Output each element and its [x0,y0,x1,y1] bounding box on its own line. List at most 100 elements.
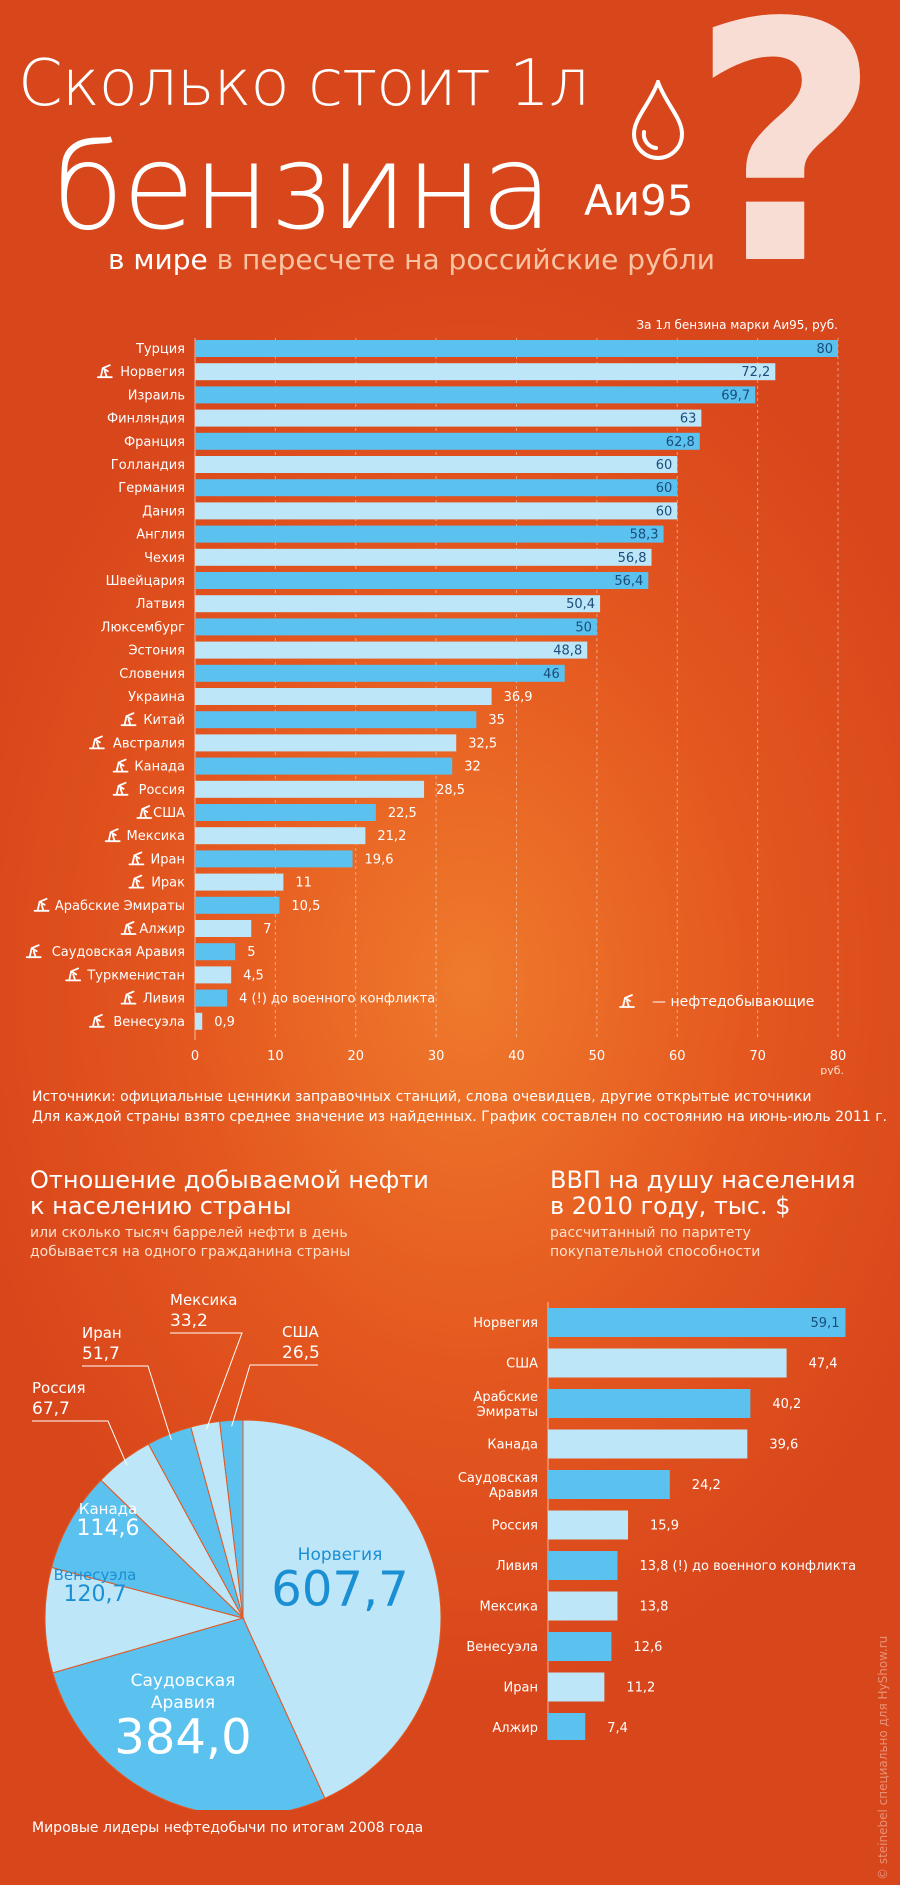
bar-7 [195,502,678,520]
value-label: 32,5 [468,736,497,751]
category-label: Алжир [492,1721,538,1736]
category-label: Канада [134,760,185,775]
oil-derrick-icon [89,1013,105,1028]
x-tick-label: 0 [191,1049,199,1064]
pie-footnote: Мировые лидеры нефтедобычи по итогам 200… [32,1820,424,1836]
category-label: Норвегия [120,365,185,380]
category-label: Иран [151,852,185,867]
value-label: 13,8 (!) до военного конфликта [639,1559,856,1574]
chart-title: За 1л бензина марки Аи95, руб. [636,318,838,332]
pie-name-label: Мексика [170,1291,237,1309]
category-label: Люксембург [101,620,185,635]
category-label: Украина [128,690,185,705]
bar-18 [195,757,453,775]
bar-1 [548,1348,787,1378]
bar-20 [195,804,376,821]
category-label: США [153,806,185,821]
pie-value-label: 384,0 [114,1710,251,1766]
oil-derrick-icon [96,364,113,379]
oil-derrick-icon-stroke [89,1013,105,1028]
credit-text: © steinebel специально для HyShow.ru [876,1635,890,1880]
value-label: 60 [656,481,673,496]
oil-derrick-icon [128,874,145,889]
value-label: 47,4 [809,1357,838,1372]
value-label: 4 (!) до военного конфликта [239,992,435,1007]
category-label: Израиль [128,388,185,403]
bar-22 [195,850,353,868]
oil-derrick-icon-stroke [112,758,129,773]
x-tick-label: 80 [830,1049,847,1064]
pie-subtitle-line-2: добывается на одного гражданина страны [30,1244,351,1260]
value-label: 12,6 [633,1640,662,1655]
bar-0 [548,1308,846,1337]
bar-4 [548,1470,670,1499]
bar-0 [195,340,838,357]
legend-oil-derrick-icon [619,994,635,1008]
category-label: Финляндия [107,412,185,427]
pie-slice-3 [50,1479,245,1619]
bar-10 [195,572,649,589]
pie-value-label: 120,7 [64,1582,127,1607]
x-tick-label: 50 [589,1049,606,1064]
pie-slice-1 [52,1617,326,1810]
title-brand: Аи95 [584,176,694,225]
gdp-subtitle-line-1: рассчитанный по паритету [550,1225,751,1241]
oil-derrick-icon-stroke [136,805,153,819]
subtitle: в мире в пересчете на российские рубли [108,246,715,274]
oil-derrick-icon [128,851,145,866]
value-label: 7 [263,922,271,937]
oil-derrick-icon-stroke [128,874,145,889]
oil-derrick-icon-stroke [25,944,42,959]
gdp-title-line-2: в 2010 году, тыс. $ [550,1192,791,1220]
value-label: 39,6 [769,1438,798,1453]
x-tick-label: 60 [669,1049,686,1064]
oil-derrick-icon [25,944,42,959]
fuel-price-bar-chart: За 1л бензина марки Аи95, руб. 0 10 20 30 40 5… [25,318,847,1075]
value-label: 24,2 [692,1478,721,1493]
oil-derrick-icon-stroke [128,851,145,866]
category-label: Венесуэла [466,1640,538,1655]
category-label: Иран [504,1681,538,1696]
gdp-subtitle-line-2: покупательной способности [550,1244,761,1260]
value-label: 35 [488,713,505,728]
x-tick-label: 40 [508,1049,525,1064]
category-label: Турция [135,342,185,357]
bar-2 [195,386,756,404]
value-label: 63 [680,412,697,427]
value-label: 59,1 [811,1316,840,1331]
title-line-1: Сколько стоит 1л [18,47,590,121]
category-label: Аравия [489,1486,538,1501]
category-label: Саудовская Аравия [52,945,185,960]
sources-line-1: Источники: официальные ценники заправочн… [32,1089,812,1105]
category-label: Арабские [473,1390,538,1405]
value-label: 62,8 [666,435,695,450]
oil-derrick-icon [112,758,129,773]
category-label: США [506,1357,538,1372]
value-label: 50,4 [566,597,595,612]
bar-19 [195,780,425,798]
category-label: Германия [118,481,185,496]
pie-name-label: Россия [32,1379,86,1397]
value-label: 28,5 [436,783,465,798]
category-label: Арабские Эмираты [55,899,185,914]
bar-15 [195,688,492,705]
category-label: Туркменистан [86,968,185,983]
oil-derrick-icon-stroke [120,712,137,727]
title-line-2: бензина [52,118,553,256]
bar-16 [195,711,477,729]
category-label: Мексика [480,1600,538,1615]
oil-derrick-icon-stroke [65,967,82,982]
value-label: 19,6 [365,852,394,867]
category-label: Ирак [151,876,185,891]
bar-5 [548,1510,629,1540]
pie-slice-2 [44,1566,245,1674]
bar-27 [195,966,232,984]
x-tick-label: 20 [347,1049,364,1064]
bar-11 [195,595,601,613]
value-label: 56,8 [618,551,647,566]
value-label: 46 [543,667,560,682]
gdp-per-capita-bar-chart: 0102030405060Норвегия59,1США47,4Арабские… [458,1302,856,1740]
pie-name-label: Венесуэла [54,1566,137,1584]
category-label: Алжир [139,922,185,937]
